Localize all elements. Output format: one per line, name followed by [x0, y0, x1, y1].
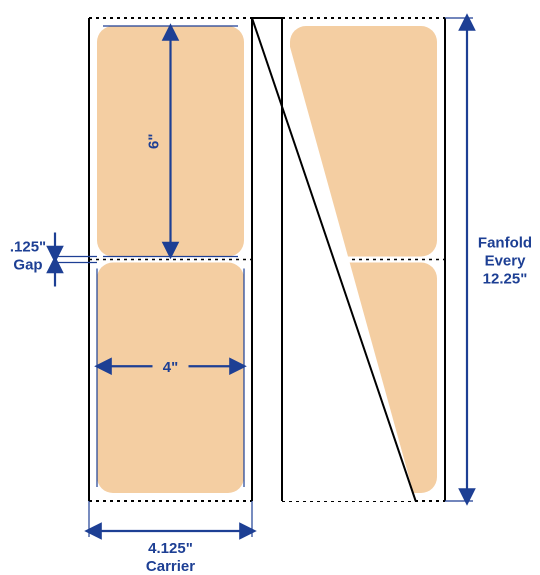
- dim-label-width: 4": [163, 359, 178, 376]
- dim-label-carrier-value: 4.125": [148, 540, 193, 557]
- canvas-bg: [0, 0, 540, 575]
- dim-label-gap-value: .125": [10, 239, 46, 256]
- dim-label-gap-text: Gap: [13, 257, 42, 274]
- dim-label-carrier-l1: Carrier: [146, 558, 195, 575]
- dim-label-fan-l1: Fanfold: [478, 235, 532, 252]
- dim-label-height: 6": [146, 134, 163, 149]
- panel1-label-bottom: [97, 263, 244, 494]
- dim-label-fan-l2: Every: [485, 253, 527, 270]
- dim-label-fan-value: 12.25": [483, 271, 528, 288]
